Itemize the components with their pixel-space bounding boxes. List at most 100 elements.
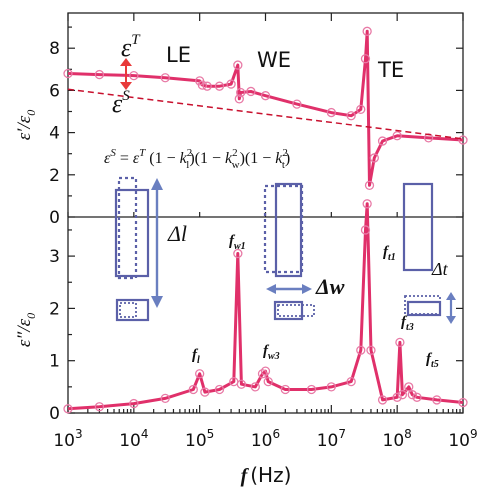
length-mode-schematic	[114, 176, 150, 322]
data-point	[160, 393, 170, 404]
data-point	[263, 376, 273, 387]
data-point	[214, 81, 225, 91]
data-point	[129, 70, 139, 81]
data-point	[377, 136, 388, 146]
region-label-le: LE	[166, 43, 191, 67]
data-point	[356, 345, 366, 355]
data-point	[257, 369, 268, 379]
peak-label-fl: fl	[192, 347, 200, 366]
data-point	[356, 104, 366, 115]
data-point	[404, 382, 414, 392]
data-point	[346, 376, 356, 387]
data-point	[458, 135, 468, 145]
x-axis-title: f (Hz)	[241, 463, 292, 487]
data-point	[214, 384, 225, 395]
data-point	[188, 384, 198, 395]
peak-label-fw1: fw1	[229, 233, 246, 252]
x-tick-label: 103	[53, 427, 82, 451]
data-point	[197, 80, 208, 90]
data-point	[397, 390, 408, 400]
x-tick-label: 105	[185, 427, 214, 451]
data-point	[195, 369, 205, 379]
data-point	[362, 199, 372, 209]
y-tick-label-bottom: 2	[49, 299, 60, 319]
data-point	[260, 366, 271, 376]
x-tick-label: 106	[251, 427, 280, 451]
data-point	[377, 395, 388, 405]
y-tick-label-top: 6	[49, 81, 60, 101]
data-point	[395, 337, 405, 348]
data-point	[233, 60, 243, 70]
data-point	[392, 392, 402, 402]
data-point	[246, 86, 256, 97]
series-eps-imag	[67, 202, 464, 411]
data-point	[250, 382, 260, 392]
delta-l-arrow	[151, 178, 163, 308]
delta-t-arrow	[446, 292, 456, 324]
data-point	[369, 153, 379, 163]
eps-T-label: εT	[121, 32, 141, 62]
data-point	[326, 107, 336, 118]
data-point	[200, 387, 210, 397]
data-point	[364, 180, 375, 191]
y-tick-label-top: 8	[49, 39, 60, 59]
width-mode-schematic	[263, 182, 315, 321]
delta-l-label: Δl	[167, 221, 187, 246]
eps-S-label: εS	[112, 88, 130, 118]
thickness-mode-schematic	[402, 182, 442, 317]
peak-label-ft3: ft3	[401, 314, 414, 333]
series-eps-s-dashed	[67, 88, 464, 140]
data-point	[202, 81, 212, 91]
region-label-te: TE	[377, 58, 404, 82]
data-point	[280, 384, 290, 395]
data-point	[360, 225, 371, 235]
delta-w-arrow	[266, 284, 312, 294]
x-tick-label: 104	[119, 427, 148, 451]
x-tick-label: 107	[317, 427, 346, 451]
y-tick-label-top: 2	[49, 166, 60, 186]
axes: 0 2 4 6 8 0 1 2 3 103 104 105 106 107 108 109	[49, 12, 478, 451]
data-point	[94, 402, 105, 412]
data-point	[432, 395, 442, 405]
data-point	[360, 54, 371, 64]
data-point	[326, 382, 336, 392]
data-point	[292, 99, 302, 109]
y-tick-label-bottom: 1	[49, 352, 60, 372]
data-point	[260, 91, 271, 101]
data-series	[63, 26, 468, 414]
data-point	[226, 79, 236, 89]
data-point	[458, 397, 468, 408]
delta-t-label: Δt	[431, 259, 449, 279]
y-tick-label-top: 4	[49, 124, 60, 144]
peak-label-ft1: ft1	[383, 244, 396, 263]
y-axis-title-top: ε′/ε0	[14, 110, 38, 140]
y-tick-label-top: 0	[49, 208, 60, 228]
y-axis-title-bottom: ε″/ε0	[14, 313, 38, 347]
data-point	[234, 94, 244, 104]
data-point	[63, 404, 73, 414]
data-point	[233, 248, 243, 259]
data-point	[236, 379, 247, 389]
data-point	[412, 392, 422, 402]
peak-label-ft5: ft5	[426, 351, 439, 370]
x-tick-label: 108	[383, 427, 412, 451]
data-point	[407, 390, 417, 400]
data-point	[366, 345, 376, 355]
peak-label-fw3: fw3	[263, 343, 280, 362]
x-tick-label: 109	[448, 427, 477, 451]
data-point	[94, 69, 105, 80]
data-point	[160, 73, 170, 83]
data-point	[63, 68, 73, 79]
data-point	[236, 87, 246, 98]
data-point	[346, 111, 356, 121]
data-point	[306, 384, 317, 395]
data-point	[129, 398, 139, 409]
data-point	[392, 131, 402, 141]
red-double-arrow	[120, 58, 132, 90]
formula: εS = εT (1 − k2 l)(1 − k2 w)(1 − k2 t)	[104, 147, 290, 171]
delta-w-label: Δw	[315, 274, 345, 299]
data-point	[362, 26, 372, 36]
y-tick-label-bottom: 3	[49, 247, 60, 267]
y-tick-label-bottom: 0	[49, 404, 60, 424]
